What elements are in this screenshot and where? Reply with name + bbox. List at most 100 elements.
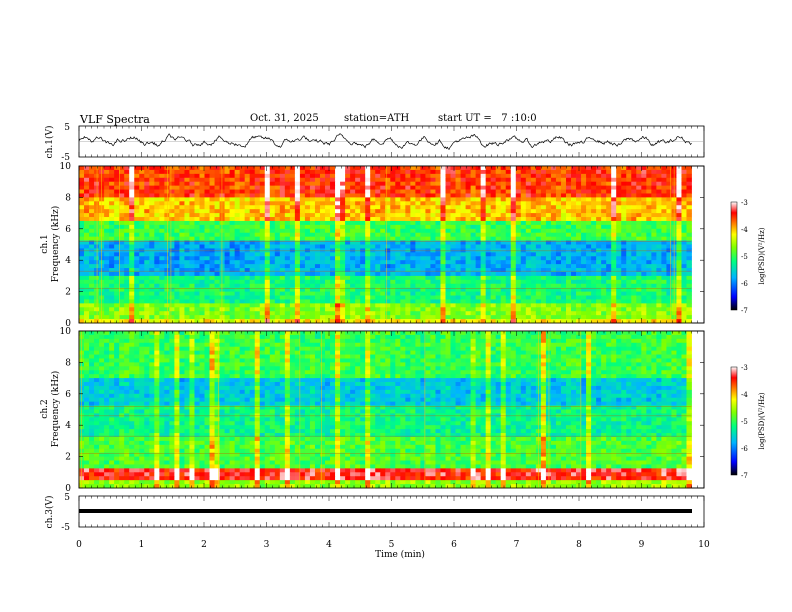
spectrogram-cell: [555, 291, 562, 296]
spectrogram-cell: [390, 193, 396, 198]
spectrogram-cell: [525, 307, 532, 312]
spectrogram-cell: [325, 189, 331, 194]
spectrogram-cell: [340, 197, 346, 202]
spectrogram-cell: [119, 268, 125, 273]
spectrogram-cell: [535, 244, 542, 249]
spectrogram-cell: [646, 181, 652, 187]
spectrogram-cell: [79, 252, 85, 257]
spectrogram-cell: [415, 224, 421, 230]
spectrogram-cell: [661, 217, 667, 222]
spectrogram-cell: [174, 275, 180, 281]
spectrogram-cell: [199, 252, 205, 257]
spectrogram-cell: [616, 268, 622, 273]
spectrogram-cell: [616, 295, 622, 300]
spectrogram-cell: [611, 260, 617, 265]
spectrogram-cell: [319, 307, 326, 312]
spectrogram-cell: [330, 307, 336, 312]
spectrogram-cell: [410, 275, 416, 281]
spectrogram-cell: [395, 260, 401, 265]
spectrogram-cell: [565, 244, 572, 249]
spectrogram-cell: [390, 169, 396, 175]
spectrogram-cell: [581, 307, 587, 312]
spectrogram-cell: [425, 271, 431, 277]
spectrogram-cell: [164, 209, 170, 214]
spectrogram-cell: [636, 279, 642, 285]
spectrogram-cell: [445, 287, 451, 293]
spectrogram-cell: [621, 252, 627, 257]
spectrogram-cell: [545, 244, 552, 249]
spectrogram-cell: [480, 173, 487, 179]
spectrogram-cell: [490, 213, 497, 218]
spectrogram-cell: [500, 319, 507, 324]
spectrogram-cell: [219, 252, 225, 257]
spectrogram-cell: [365, 217, 371, 222]
spectrogram-cell: [440, 271, 446, 277]
spectrogram-cell: [164, 271, 170, 277]
spectrogram-cell: [560, 205, 567, 210]
spectrogram-cell: [576, 307, 582, 312]
spectrogram-cell: [571, 173, 577, 179]
spectrogram-cell: [350, 205, 356, 210]
spectrogram-cell: [194, 224, 200, 230]
spectrogram-cell: [475, 295, 482, 300]
spectrogram-cell: [119, 213, 125, 218]
spectrogram-cell: [169, 201, 175, 206]
spectrogram-cell: [119, 228, 125, 234]
spectrogram-cell: [480, 213, 487, 218]
spectrogram-cell: [636, 217, 642, 222]
spectrogram-cell: [159, 236, 165, 241]
spectrogram-cell: [661, 224, 667, 230]
spectrogram-cell: [229, 319, 236, 324]
spectrogram-cell: [555, 331, 562, 336]
spectrogram-cell: [500, 166, 507, 171]
spectrogram-cell: [304, 275, 311, 281]
spectrogram-cell: [460, 315, 466, 320]
spectrogram-cell: [84, 193, 90, 198]
spectrogram-cell: [164, 331, 170, 336]
spectrogram-cell: [99, 217, 105, 222]
spectrogram-cell: [340, 264, 346, 269]
spectrogram-cell: [149, 256, 155, 261]
spectrogram-cell: [360, 260, 366, 265]
spectrogram-cell: [299, 169, 306, 175]
spectrogram-cell: [515, 189, 522, 194]
spectrogram-cell: [420, 193, 426, 198]
spectrogram-cell: [104, 169, 110, 175]
spectrogram-cell: [239, 311, 246, 316]
spectrogram-cell: [375, 291, 381, 296]
spectrogram-cell: [284, 236, 291, 241]
spectrogram-cell: [515, 303, 522, 308]
spectrogram-cell: [586, 232, 592, 238]
spectrogram-cell: [340, 189, 346, 194]
spectrogram-cell: [89, 271, 95, 277]
spectrogram-cell: [636, 166, 642, 171]
spectrogram-cell: [194, 295, 200, 300]
spectrogram-cell: [395, 287, 401, 293]
spectrogram-cell: [129, 217, 135, 222]
spectrogram-cell: [269, 283, 276, 289]
spectrogram-cell: [490, 185, 497, 190]
spectrogram-cell: [254, 271, 261, 277]
spectrogram-cell: [370, 256, 376, 261]
spectrogram-cell: [234, 166, 241, 171]
spectrogram-cell: [530, 268, 537, 273]
spectrogram-cell: [576, 232, 582, 238]
spectrogram-cell: [375, 224, 381, 230]
spectrogram-cell: [430, 252, 436, 257]
spectrogram-cell: [319, 189, 326, 194]
spectrogram-cell: [560, 181, 567, 187]
spectrogram-cell: [109, 275, 115, 281]
spectrogram-cell: [455, 311, 461, 316]
spectrogram-cell: [616, 311, 622, 316]
spectrogram-cell: [555, 279, 562, 285]
spectrogram-cell: [184, 256, 190, 261]
spectrogram-cell: [229, 232, 236, 238]
spectrogram-cell: [591, 275, 597, 281]
spectrogram-cell: [485, 213, 492, 218]
spectrogram-cell: [340, 252, 346, 257]
spectrogram-cell: [269, 264, 276, 269]
spectrogram-cell: [219, 331, 225, 336]
spectrogram-cell: [591, 287, 597, 293]
spectrogram-cell: [134, 331, 140, 336]
spectrogram-cell: [581, 189, 587, 194]
